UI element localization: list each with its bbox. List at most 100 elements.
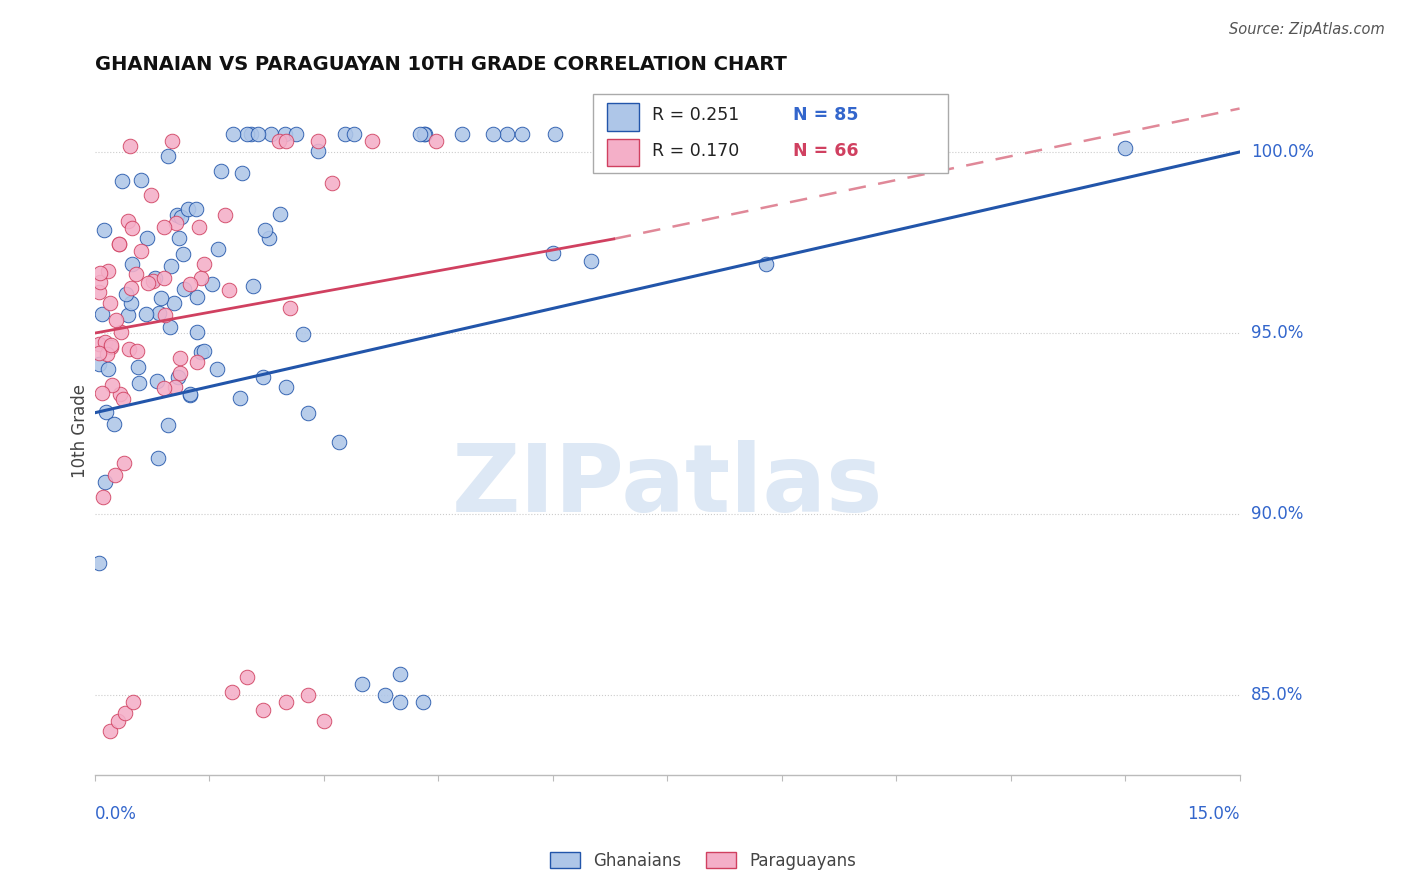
Point xyxy=(160,260,183,274)
Point xyxy=(172,247,194,261)
Point xyxy=(96,347,118,361)
Point xyxy=(97,263,120,277)
Point xyxy=(100,338,122,352)
Point xyxy=(343,127,366,141)
Point xyxy=(308,144,330,158)
Point xyxy=(274,380,297,394)
Point xyxy=(218,283,240,297)
Point xyxy=(108,237,131,252)
Point xyxy=(107,714,129,728)
Text: R = 0.251: R = 0.251 xyxy=(652,106,740,124)
Point xyxy=(149,291,172,305)
Point xyxy=(108,236,131,251)
Point xyxy=(1114,141,1136,155)
Point xyxy=(260,127,283,141)
Point xyxy=(179,277,201,292)
Point xyxy=(482,127,505,141)
Point xyxy=(413,127,436,141)
Point xyxy=(163,380,186,394)
Point xyxy=(350,677,373,691)
Text: N = 66: N = 66 xyxy=(793,143,859,161)
Point xyxy=(193,258,215,272)
Point xyxy=(93,335,115,350)
Point xyxy=(297,406,319,420)
Point xyxy=(87,357,110,371)
Point xyxy=(240,127,263,141)
Point xyxy=(188,220,211,235)
Text: 85.0%: 85.0% xyxy=(1251,686,1303,705)
Point xyxy=(544,127,567,141)
Point xyxy=(91,386,114,401)
Point xyxy=(291,326,314,341)
Point xyxy=(200,277,222,291)
Point xyxy=(115,287,138,301)
Point xyxy=(193,344,215,359)
Point xyxy=(541,246,564,260)
Point xyxy=(186,325,208,339)
Point xyxy=(190,344,212,359)
Point xyxy=(100,340,122,354)
Point xyxy=(87,337,110,351)
Point xyxy=(131,172,153,186)
Point xyxy=(157,418,180,433)
Point xyxy=(98,296,121,310)
Point xyxy=(143,271,166,285)
Point xyxy=(207,242,229,256)
Point xyxy=(179,387,201,401)
Text: Source: ZipAtlas.com: Source: ZipAtlas.com xyxy=(1229,22,1385,37)
Point xyxy=(451,127,474,141)
Bar xyxy=(606,103,638,131)
Point xyxy=(89,266,111,280)
Point xyxy=(89,276,111,290)
Point xyxy=(179,388,201,402)
Point xyxy=(108,387,131,401)
Bar xyxy=(606,139,638,167)
Point xyxy=(409,127,432,141)
Point xyxy=(98,724,121,739)
Point xyxy=(117,214,139,228)
Point xyxy=(413,127,436,141)
Point xyxy=(93,223,115,237)
Point xyxy=(112,456,135,470)
Point xyxy=(87,285,110,300)
Point xyxy=(205,362,228,376)
Point xyxy=(120,280,142,294)
Point xyxy=(231,166,253,180)
Point xyxy=(128,376,150,390)
Point xyxy=(121,221,143,235)
Point xyxy=(274,127,297,141)
Point xyxy=(135,231,157,245)
Point xyxy=(579,253,602,268)
Point xyxy=(155,309,177,323)
Point xyxy=(148,451,170,466)
Point xyxy=(118,138,141,153)
Point xyxy=(176,202,198,216)
Text: 100.0%: 100.0% xyxy=(1251,143,1313,161)
Point xyxy=(120,295,142,310)
Point xyxy=(274,696,297,710)
Point xyxy=(252,703,274,717)
FancyBboxPatch shape xyxy=(593,94,948,173)
Text: 0.0%: 0.0% xyxy=(94,805,136,823)
Point xyxy=(94,475,117,489)
Point xyxy=(169,351,191,366)
Point xyxy=(389,666,412,681)
Point xyxy=(190,271,212,285)
Point xyxy=(117,308,139,322)
Point xyxy=(139,188,162,202)
Text: ZIPatlas: ZIPatlas xyxy=(451,440,883,532)
Point xyxy=(360,134,382,148)
Point xyxy=(389,696,412,710)
Point xyxy=(236,670,259,684)
Point xyxy=(122,696,145,710)
Point xyxy=(607,127,630,141)
Point xyxy=(160,134,183,148)
Point xyxy=(135,307,157,321)
Text: 95.0%: 95.0% xyxy=(1251,324,1303,342)
Point xyxy=(142,274,165,288)
Point xyxy=(159,320,181,334)
Point xyxy=(186,202,208,217)
Point xyxy=(312,714,335,728)
Point xyxy=(269,134,291,148)
Text: GHANAIAN VS PARAGUAYAN 10TH GRADE CORRELATION CHART: GHANAIAN VS PARAGUAYAN 10TH GRADE CORREL… xyxy=(94,55,787,74)
